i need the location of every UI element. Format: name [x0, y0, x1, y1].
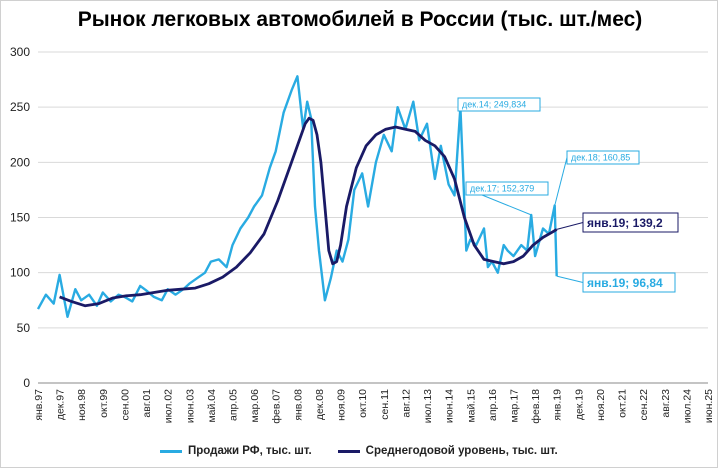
- legend-item-average: Среднегодовой уровень, тыс. шт.: [337, 445, 558, 457]
- annotation-leader: [556, 222, 584, 230]
- y-tick-label: 150: [10, 211, 30, 225]
- x-tick-label: сен.22: [638, 389, 650, 421]
- axes: 0 50 100 150 200 250 300 янв.97 дек.97 ноя.98 окт.…: [10, 45, 715, 424]
- annotation-label: дек.14; 249,834: [462, 100, 526, 110]
- annotation-label: дек.18; 160,85: [571, 153, 630, 163]
- x-tick-label: мар.06: [249, 389, 261, 423]
- y-tick-label: 0: [23, 376, 30, 390]
- y-tick-label: 250: [10, 100, 30, 114]
- x-tick-label: фев.18: [530, 389, 542, 424]
- y-tick-label: 50: [17, 321, 31, 335]
- annotation-box: [457, 97, 541, 112]
- x-tick-label: окт.21: [617, 389, 629, 418]
- series-line-sales: [36, 75, 558, 318]
- x-tick-label: авг.23: [660, 389, 672, 418]
- annotation-leader: [556, 275, 584, 283]
- x-tick-label: сен.11: [379, 389, 391, 420]
- legend: Продажи РФ, тыс. шт. Среднегодовой урове…: [160, 445, 640, 457]
- x-tick-label: июл.13: [422, 389, 434, 423]
- x-tick-label: окт.99: [98, 389, 110, 418]
- legend-label-sales: Продажи РФ, тыс. шт.: [188, 445, 312, 457]
- annotation-label: янв.19; 96,84: [587, 276, 663, 290]
- annotation-leader: [554, 157, 568, 206]
- y-tick-label: 200: [10, 155, 30, 169]
- x-tick-label: фев.07: [271, 389, 283, 424]
- chart-title: Рынок легковых автомобилей в России (тыс…: [77, 8, 643, 31]
- legend-item-sales: Продажи РФ, тыс. шт.: [160, 445, 312, 457]
- x-tick-label: дек.19: [573, 389, 585, 420]
- y-tick-label: 300: [10, 45, 30, 59]
- annotation-box: [566, 150, 640, 165]
- x-tick-label: авг.12: [400, 389, 412, 418]
- x-tick-label: июл.02: [163, 389, 175, 423]
- x-tick-label: июн.14: [444, 389, 456, 423]
- x-tick-label: янв.08: [292, 389, 304, 421]
- x-tick-label: ноя.20: [595, 389, 607, 421]
- x-tick-label: янв.19: [552, 389, 564, 421]
- x-tick-label: авг.01: [141, 389, 153, 418]
- x-tick-label: мар.17: [508, 389, 520, 423]
- x-tick-label: янв.97: [33, 389, 45, 421]
- y-tick-label: 100: [10, 266, 30, 280]
- annotations: дек.14; 249,834 дек.17; 152,379 дек.18; 16…: [457, 97, 679, 293]
- x-tick-label: май.15: [465, 389, 477, 423]
- annotation-label: дек.17; 152,379: [470, 184, 534, 194]
- x-tick-label: апр.05: [228, 389, 240, 421]
- x-tick-label: ноя.98: [76, 389, 88, 421]
- x-tick-label: апр.16: [487, 389, 499, 421]
- x-tick-label: дек.97: [55, 389, 67, 420]
- series-line-average: [59, 116, 558, 308]
- annotation-box: [582, 212, 679, 233]
- x-tick-label: окт.10: [357, 389, 369, 418]
- x-tick-label: июн.03: [184, 389, 196, 423]
- legend-label-average: Среднегодовой уровень, тыс. шт.: [365, 445, 558, 457]
- x-tick-label: июн.25: [703, 389, 715, 423]
- legend-swatch-average: [337, 449, 360, 453]
- series-lines: [36, 75, 558, 318]
- x-tick-label: ноя.09: [336, 389, 348, 421]
- x-tick-label: июл.24: [681, 389, 693, 423]
- annotation-label: янв.19; 139,2: [587, 216, 663, 230]
- annotation-box: [465, 181, 549, 196]
- legend-swatch-sales: [160, 449, 182, 453]
- x-tick-label: май.04: [206, 389, 218, 423]
- x-tick-label: дек.08: [314, 389, 326, 420]
- x-tick-label: сен.00: [119, 389, 131, 421]
- annotation-box: [582, 272, 676, 293]
